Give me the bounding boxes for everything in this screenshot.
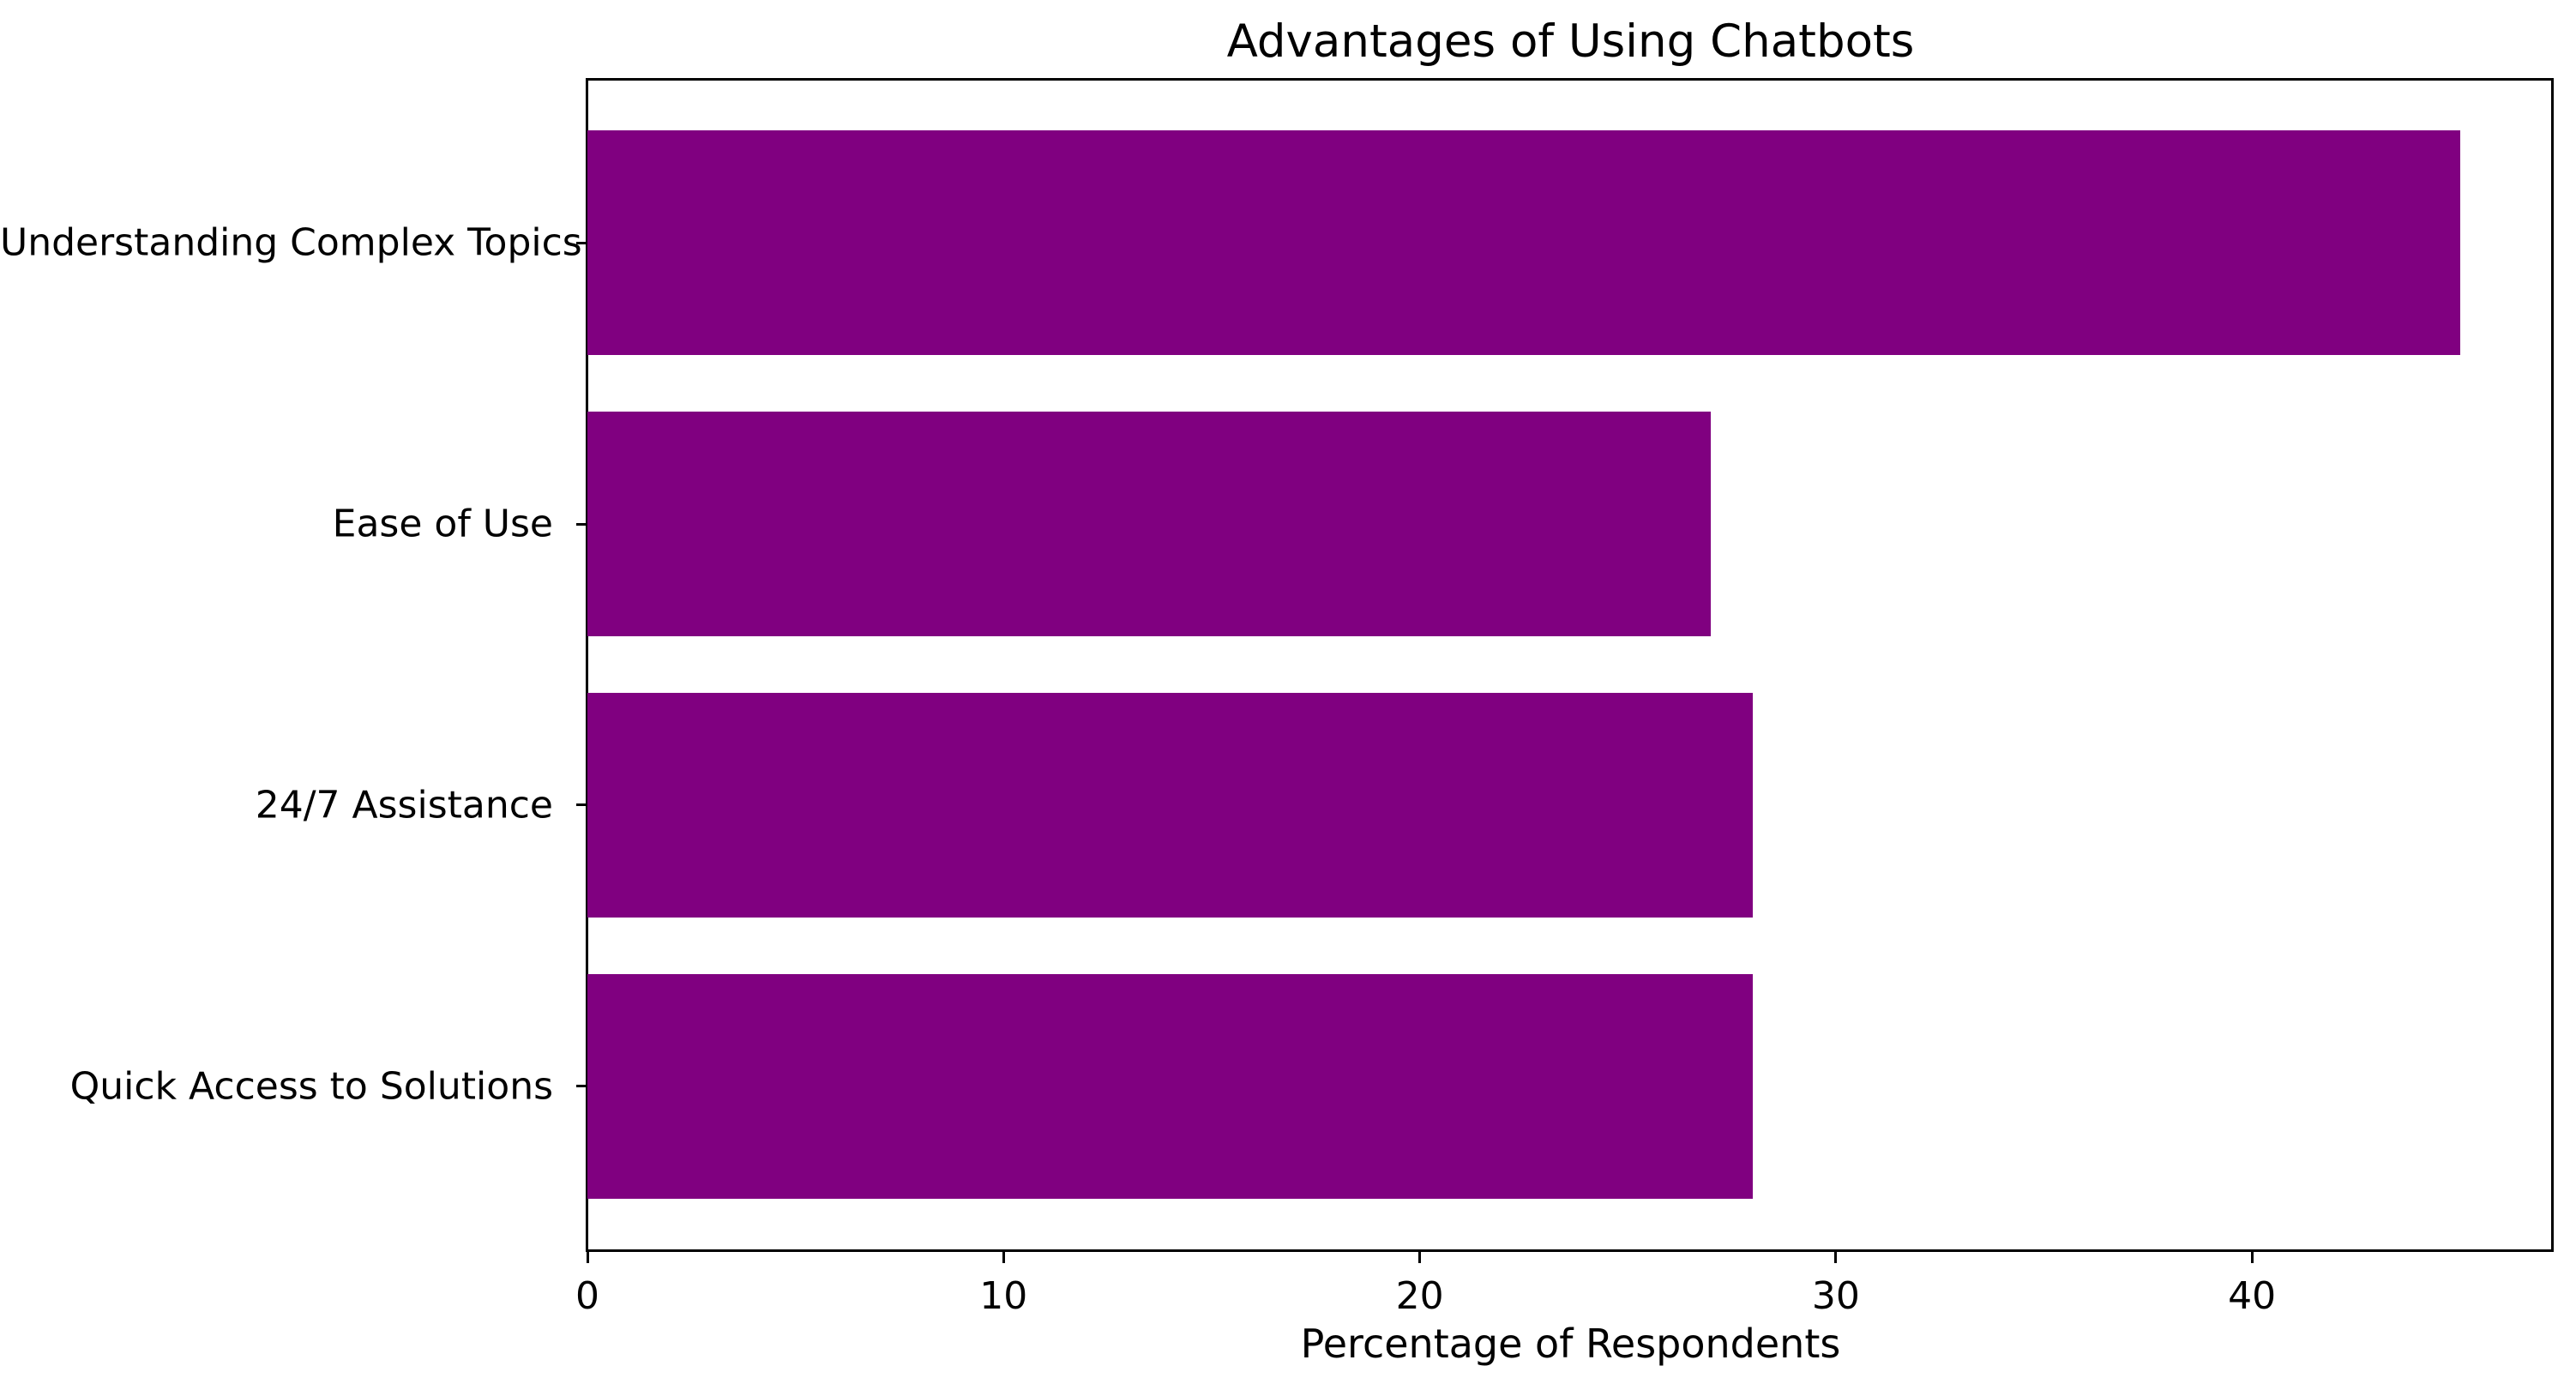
xtick-label-20: 20 (1395, 1274, 1444, 1318)
ytick-mark-quick-access-to-solutions (576, 1085, 587, 1088)
xtick-mark-0 (586, 1252, 589, 1263)
xtick-mark-20 (1418, 1252, 1422, 1263)
xtick-label-10: 10 (979, 1274, 1028, 1318)
xtick-label-30: 30 (1811, 1274, 1860, 1318)
xtick-mark-30 (1834, 1252, 1838, 1263)
bar-24-7-assistance (587, 692, 1753, 918)
ytick-label-24-7-assistance: 24/7 Assistance (255, 783, 553, 827)
bar-quick-access-to-solutions (587, 973, 1753, 1199)
ytick-mark-ease-of-use (576, 522, 587, 526)
bar-understanding-complex-topics (587, 130, 2460, 356)
chart-title: Advantages of Using Chatbots (1226, 15, 1915, 68)
bar-ease-of-use (587, 412, 1712, 637)
ytick-label-quick-access-to-solutions: Quick Access to Solutions (69, 1064, 553, 1109)
xtick-label-40: 40 (2228, 1274, 2277, 1318)
xtick-mark-10 (1002, 1252, 1005, 1263)
ytick-mark-understanding-complex-topics (576, 241, 587, 244)
x-axis-label: Percentage of Respondents (1300, 1321, 1841, 1367)
ytick-label-ease-of-use: Ease of Use (332, 502, 553, 546)
xtick-mark-40 (2250, 1252, 2254, 1263)
ytick-mark-24-7-assistance (576, 803, 587, 807)
ytick-label-understanding-complex-topics: Understanding Complex Topics (0, 220, 582, 265)
xtick-label-0: 0 (575, 1274, 599, 1318)
